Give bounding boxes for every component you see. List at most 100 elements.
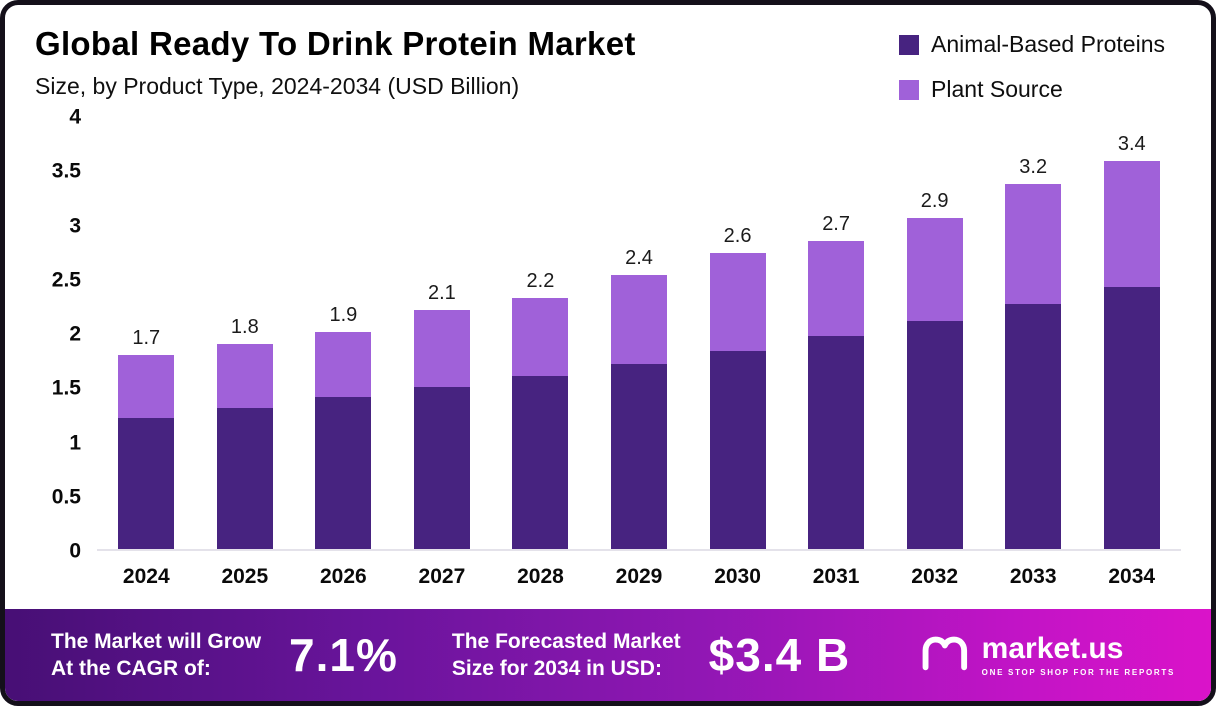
bar-total-label: 2.4	[625, 247, 653, 270]
bar-total-label: 2.1	[428, 281, 456, 304]
y-axis-label: 4	[69, 105, 81, 129]
bar-total-label: 1.9	[329, 304, 358, 327]
y-axis-label: 2	[69, 322, 81, 346]
bar-total-label: 2.6	[723, 224, 752, 247]
plant-source-segment	[216, 343, 273, 408]
plant-source-segment	[512, 298, 569, 376]
header-titles: Global Ready To Drink Protein Market Siz…	[35, 25, 636, 100]
y-axis-label: 0	[69, 539, 81, 563]
x-axis-label: 2024	[122, 565, 170, 588]
animal-based-segment	[413, 387, 470, 549]
plant-source-segment	[611, 275, 667, 365]
stacked-bar	[709, 252, 766, 549]
stacked-bar	[118, 355, 175, 549]
plant-source-segment	[315, 332, 372, 398]
bar-total-label: 3.4	[1117, 133, 1146, 156]
legend-label: Animal-Based Proteins	[931, 31, 1165, 57]
forecast-label: The Forecasted Market Size for 2034 in U…	[451, 629, 681, 680]
bar-group: 2.6	[688, 117, 787, 549]
animal-based-segment	[709, 350, 766, 549]
animal-based-segment	[611, 364, 667, 549]
plant-source-segment	[118, 355, 175, 418]
page-title: Global Ready To Drink Protein Market	[35, 25, 636, 62]
bar-total-label: 2.9	[920, 190, 949, 213]
plant-source-segment	[808, 241, 865, 336]
chart-section: 0 0.5 1 1.5 2 2.5 3 3.5 4 1.7 1.8 1.9 2.1 2.2 2.4 2.6 2…	[5, 103, 1211, 609]
bar-group: 1.7	[97, 117, 196, 549]
stacked-bar	[1103, 161, 1160, 549]
animal-based-segment	[512, 375, 569, 549]
animal-based-segment	[808, 335, 865, 549]
page-subtitle: Size, by Product Type, 2024-2034 (USD Bi…	[35, 73, 520, 99]
plant-source-segment	[413, 309, 470, 388]
brand-name: market.us	[981, 631, 1124, 665]
header: Global Ready To Drink Protein Market Siz…	[5, 5, 1211, 103]
stacked-bar	[808, 241, 865, 549]
animal-based-segment	[1103, 286, 1160, 549]
plot-area: 1.7 1.8 1.9 2.1 2.2 2.4 2.6 2.7 2.9 3.2 3.4	[97, 117, 1181, 551]
footer-banner: The Market will Grow At the CAGR of: 7.1…	[5, 609, 1211, 701]
bar-group: 2.4	[590, 117, 689, 549]
cagr-label: The Market will Grow At the CAGR of:	[51, 629, 262, 680]
bar-total-label: 1.7	[132, 327, 161, 350]
x-axis-label: 2027	[418, 565, 466, 588]
y-axis-label: 0.5	[51, 485, 81, 509]
plant-source-segment	[1005, 184, 1062, 304]
x-axis-label: 2030	[714, 565, 761, 588]
bar-group: 1.8	[196, 117, 295, 549]
bar-total-label: 3.2	[1019, 156, 1048, 179]
market-us-brand: market.us ONE STOP SHOP FOR THE REPORTS	[918, 630, 1175, 681]
y-axis-label: 1	[69, 431, 81, 454]
bar-group: 3.4	[1082, 117, 1181, 549]
x-axis-label: 2032	[911, 565, 958, 588]
cagr-value: 7.1%	[289, 629, 398, 681]
y-axis-label: 2.5	[51, 268, 81, 292]
animal-based-segment	[118, 417, 175, 549]
animal-based-segment	[906, 321, 963, 549]
x-axis-label: 2029	[615, 565, 663, 588]
y-axis-label: 1.5	[51, 376, 81, 400]
y-axis-label: 3	[69, 214, 81, 237]
stacked-bar	[906, 218, 963, 549]
bar-total-label: 2.7	[822, 213, 850, 236]
bar-group: 3.2	[984, 117, 1083, 549]
chart-row: 0 0.5 1 1.5 2 2.5 3 3.5 4 1.7 1.8 1.9 2.1 2.2 2.4 2.6 2…	[31, 107, 1181, 562]
stacked-bar	[216, 343, 273, 549]
legend-swatch-plant-source-icon	[899, 79, 920, 100]
legend-label: Plant Source	[931, 76, 1063, 102]
animal-based-segment	[1005, 303, 1062, 549]
stacked-bar	[512, 298, 569, 549]
x-axis-label: 2034	[1108, 565, 1156, 588]
legend-swatch-animal-based-icon	[899, 34, 920, 55]
plant-source-segment	[1103, 161, 1160, 287]
bar-group: 2.7	[787, 117, 886, 549]
chart-legend: Animal-Based Proteins Plant Source	[899, 25, 1165, 103]
plant-source-segment	[709, 252, 766, 351]
bar-group: 2.2	[491, 117, 590, 549]
stacked-bar	[315, 332, 372, 549]
x-axis: 2024 2025 2026 2027 2028 2029 2030 2031 2032 2033…	[97, 551, 1181, 609]
animal-based-segment	[315, 397, 372, 549]
stacked-bar	[413, 309, 470, 549]
legend-item-plant-source: Plant Source	[899, 76, 1165, 103]
x-axis-label: 2031	[812, 565, 860, 588]
bar-group: 1.9	[294, 117, 393, 549]
x-axis-label: 2025	[221, 565, 269, 588]
x-axis-label: 2033	[1009, 565, 1057, 588]
bar-group: 2.1	[393, 117, 492, 549]
brand-text: market.us ONE STOP SHOP FOR THE REPORTS	[981, 631, 1175, 677]
bar-group: 2.9	[885, 117, 984, 549]
legend-item-animal-based: Animal-Based Proteins	[899, 31, 1165, 58]
forecast-value: $3.4 B	[708, 629, 851, 681]
stacked-bar	[1005, 184, 1062, 549]
x-axis-label: 2026	[320, 565, 367, 588]
brand-tagline: ONE STOP SHOP FOR THE REPORTS	[981, 667, 1175, 677]
animal-based-segment	[216, 407, 273, 549]
y-axis: 0 0.5 1 1.5 2 2.5 3 3.5 4	[31, 107, 81, 562]
bar-total-label: 2.2	[526, 270, 555, 293]
plant-source-segment	[906, 218, 963, 321]
bar-total-label: 1.8	[230, 315, 259, 338]
y-axis-label: 3.5	[51, 159, 81, 183]
market-us-logo-icon	[918, 630, 970, 681]
